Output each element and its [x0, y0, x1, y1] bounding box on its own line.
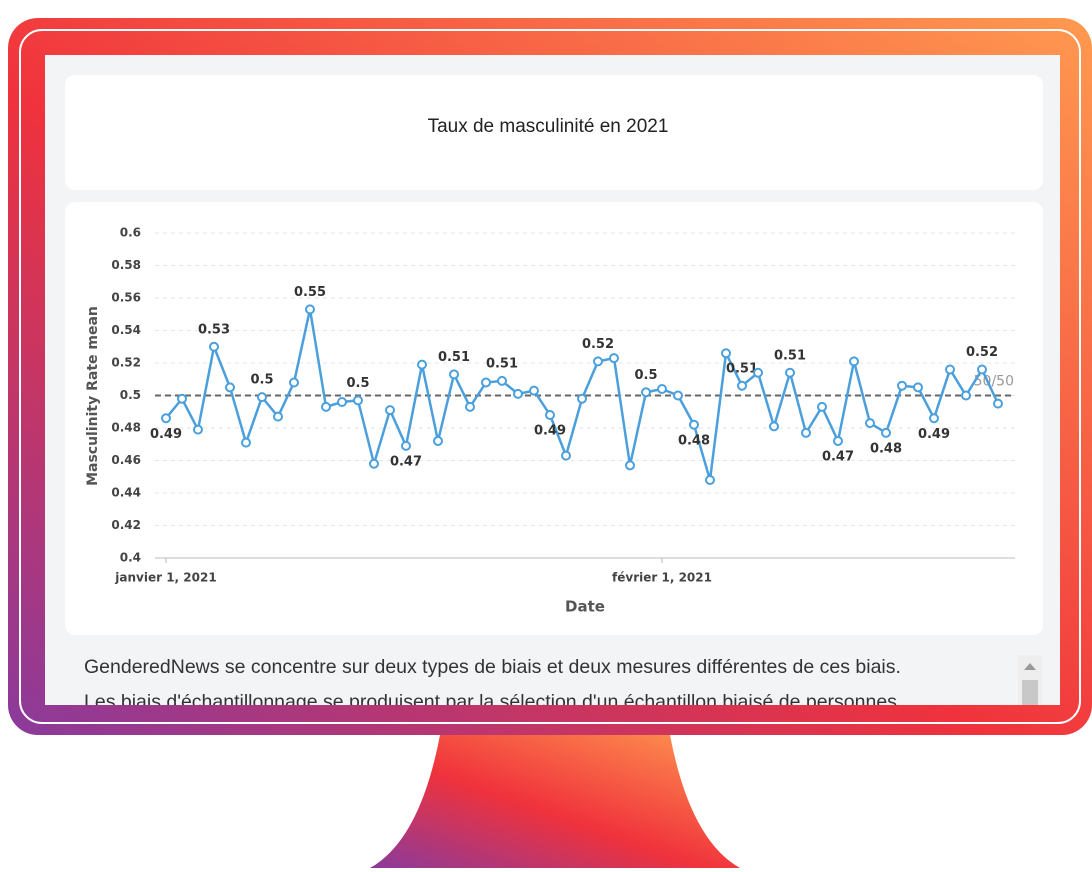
data-point — [210, 343, 218, 351]
data-point — [178, 395, 186, 403]
data-point — [482, 379, 490, 387]
y-tick-label: 0.5 — [120, 388, 141, 402]
data-point — [386, 406, 394, 414]
data-point — [626, 461, 634, 469]
data-point — [546, 411, 554, 419]
value-label: 0.52 — [582, 337, 614, 352]
data-point — [594, 357, 602, 365]
data-point — [514, 390, 522, 398]
value-label: 0.49 — [534, 424, 566, 439]
y-tick-label: 0.52 — [111, 356, 141, 370]
y-tick-label: 0.46 — [111, 453, 141, 467]
data-point — [466, 403, 474, 411]
data-point — [242, 439, 250, 447]
data-point — [578, 395, 586, 403]
data-point — [914, 383, 922, 391]
monitor: Taux de masculinité en 2021 0.4 0.42 0.44 0… — [0, 0, 1092, 872]
data-point — [754, 369, 762, 377]
data-point — [850, 357, 858, 365]
value-label: 0.55 — [294, 285, 326, 300]
y-tick-label: 0.58 — [111, 258, 141, 272]
data-point — [882, 429, 890, 437]
data-point — [450, 370, 458, 378]
y-tick-label: 0.42 — [111, 518, 141, 532]
value-label: 0.52 — [966, 345, 998, 360]
y-tick-label: 0.6 — [120, 226, 141, 240]
data-point — [898, 382, 906, 390]
data-point — [930, 414, 938, 422]
y-tick-label: 0.56 — [111, 291, 141, 305]
y-tick-label: 0.48 — [111, 421, 141, 435]
data-point — [786, 369, 794, 377]
value-label: 0.51 — [438, 350, 470, 365]
data-point — [354, 396, 362, 404]
data-point — [690, 421, 698, 429]
data-point — [290, 379, 298, 387]
value-label: 0.5 — [634, 368, 657, 383]
value-label: 0.51 — [774, 348, 806, 363]
data-point — [994, 400, 1002, 408]
data-point — [434, 437, 442, 445]
data-point — [834, 437, 842, 445]
data-point — [402, 442, 410, 450]
value-label: 0.51 — [486, 356, 518, 371]
data-point — [530, 387, 538, 395]
data-point — [866, 419, 874, 427]
value-label: 0.49 — [918, 427, 950, 442]
data-point — [306, 305, 314, 313]
data-point — [722, 349, 730, 357]
data-point — [674, 392, 682, 400]
data-point — [610, 354, 618, 362]
description-line: GenderedNews se concentre sur deux types… — [84, 656, 901, 678]
data-point — [162, 414, 170, 422]
y-tick-label: 0.44 — [111, 486, 141, 500]
y-tick-label: 0.54 — [111, 323, 141, 337]
x-axis-title: Date — [565, 598, 605, 616]
reference-label: 50/50 — [974, 374, 1014, 390]
y-tick-label: 0.4 — [120, 551, 141, 565]
data-point — [802, 429, 810, 437]
screen-content: Taux de masculinité en 2021 0.4 0.42 0.44 0… — [65, 75, 1043, 715]
value-label: 0.48 — [678, 433, 710, 448]
value-label: 0.48 — [870, 441, 902, 456]
data-point — [562, 452, 570, 460]
data-point — [418, 361, 426, 369]
data-point — [818, 403, 826, 411]
value-label: 0.5 — [250, 373, 273, 388]
data-point — [194, 426, 202, 434]
chart-title: Taux de masculinité en 2021 — [428, 116, 669, 137]
data-point — [338, 398, 346, 406]
data-point — [498, 377, 506, 385]
data-point — [370, 460, 378, 468]
data-point — [642, 388, 650, 396]
data-point — [258, 393, 266, 401]
data-point — [274, 413, 282, 421]
data-point — [978, 366, 986, 374]
page: {"chart_data": {"type": "line", "title":… — [0, 0, 1092, 872]
value-label: 0.49 — [150, 427, 182, 442]
data-point — [706, 476, 714, 484]
data-point — [946, 366, 954, 374]
data-point — [962, 392, 970, 400]
data-point — [738, 382, 746, 390]
monitor-stand — [370, 735, 740, 868]
data-point — [770, 422, 778, 430]
value-label: 0.53 — [198, 322, 230, 337]
data-point — [226, 383, 234, 391]
value-label: 0.47 — [822, 450, 854, 465]
value-label: 0.47 — [390, 454, 422, 469]
data-point — [322, 403, 330, 411]
value-label: 0.5 — [346, 376, 369, 391]
x-tick-label: janvier 1, 2021 — [114, 571, 216, 585]
x-tick-label: février 1, 2021 — [612, 571, 712, 585]
y-axis-title: Masculinity Rate mean — [85, 306, 101, 486]
data-point — [658, 385, 666, 393]
